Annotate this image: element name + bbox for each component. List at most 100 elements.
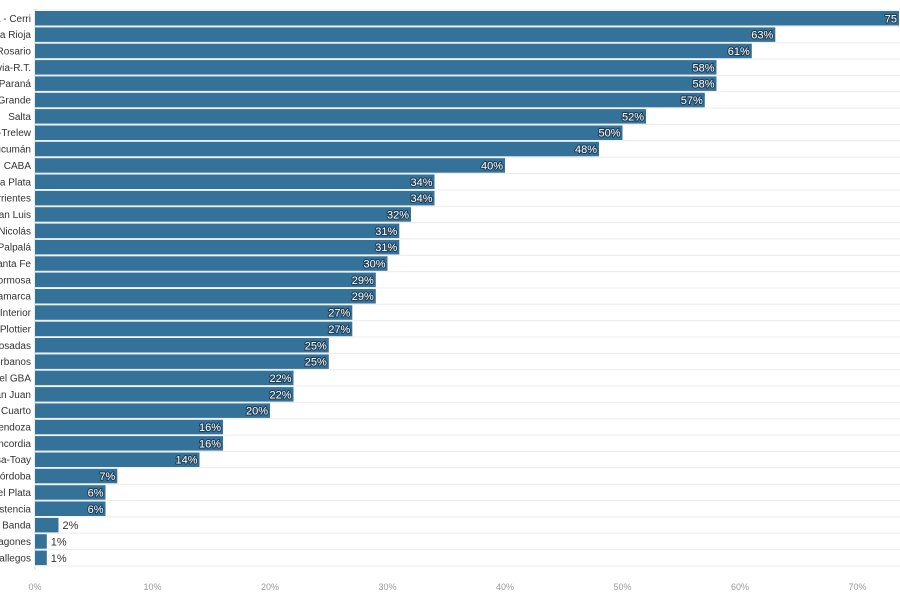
category-label: Grande [0,96,31,107]
value-label: 34% [410,193,432,205]
category-label: endoza [0,423,31,434]
value-label: 16% [199,438,221,450]
bar [35,11,899,26]
bar [35,76,717,91]
value-label: 27% [328,308,350,320]
value-label: 22% [269,389,291,401]
bar [35,305,353,320]
value-label: 58% [692,62,714,74]
category-label: La Rioja [0,30,31,41]
category-label: Cuarto [1,406,31,417]
category-label: Salta [8,112,31,123]
bar [35,370,294,386]
category-label: amarca [0,292,31,303]
category-label: a - Cerri [0,14,31,25]
value-label: 48% [575,144,597,156]
bar [35,321,353,337]
category-label: el Plata [0,488,31,499]
category-label: Nicolás [0,226,31,237]
category-label: Interior [0,308,32,319]
bar [35,60,717,75]
category-label: Palpalá [0,243,31,254]
x-tick-label: 60% [731,582,749,592]
bar [35,517,59,533]
value-label: 57% [681,95,703,107]
value-label: 40% [481,160,503,172]
category-label: agones [0,537,31,548]
value-label: 31% [375,226,397,238]
category-label: an Juan [0,390,31,401]
bar [35,125,623,140]
x-tick-label: 10% [143,582,161,592]
value-label: 6% [88,487,104,499]
bar [35,207,411,222]
value-label: 1% [51,537,67,549]
value-label: 29% [352,275,374,287]
category-label: an Luis [0,210,31,221]
bar [35,436,223,451]
category-labels: a - Cerri La Rioja Rosario via-R.T. Paraná Gr… [0,14,32,564]
category-label: Rosario [0,47,31,58]
bar [35,419,223,435]
category-label: ormosa [0,275,31,286]
bar [35,92,705,108]
category-label: anta Fe [0,259,31,270]
bar [35,239,400,255]
bar-layer [35,11,899,566]
category-label: Josadas [0,341,31,352]
bar [35,43,752,59]
value-label: 31% [375,242,397,254]
grid-layer [34,9,900,570]
category-label: CABA [4,161,32,172]
value-label: 16% [199,422,221,434]
value-label: 61% [728,46,750,58]
value-label: 50% [598,128,620,140]
x-tick-label: 70% [848,582,866,592]
category-label: Plottier [0,324,32,335]
bar [35,387,294,402]
x-tick-label: 50% [613,582,631,592]
bar [35,141,599,157]
bar [35,468,118,484]
category-label: allegos [0,553,31,564]
x-tick-label: 30% [378,582,396,592]
value-label: 7% [99,471,115,483]
bar [35,190,435,206]
category-label: órdoba [0,472,31,483]
value-label: 2% [63,520,79,532]
category-label: a Banda [0,521,31,532]
bar [35,223,400,239]
category-label: rrientes [0,194,31,205]
bar [35,289,376,304]
bar [35,534,47,549]
category-label: ucumán [0,145,31,156]
value-label: 34% [410,177,432,189]
bar [35,158,505,173]
value-label: 27% [328,324,350,336]
category-label: Paraná [0,79,31,90]
x-tick-label: 20% [261,582,279,592]
bar [35,403,270,418]
category-label: via-R.T. [0,63,31,74]
category-label: del GBA [0,374,31,385]
category-label: -Trelew [0,128,32,139]
value-label: 6% [88,504,104,516]
bar [35,109,646,124]
bar [35,452,200,467]
x-tick-label: 0% [28,582,41,592]
value-label: 1% [51,553,67,565]
bar [35,272,376,288]
x-tick-label: 40% [496,582,514,592]
category-label: rbanos [0,357,31,368]
bar [35,174,435,189]
value-label: 29% [352,291,374,303]
category-label: ncordia [0,439,31,450]
value-label: 52% [622,111,644,123]
category-label: sa-Toay [0,455,31,466]
category-label: stencia [0,504,31,515]
value-label: 25% [305,340,327,352]
value-label: 25% [305,357,327,369]
value-labels: 7563%61%58%58%57%52%50%48%40%34%34%32%31… [51,12,898,565]
value-label: 20% [246,406,268,418]
